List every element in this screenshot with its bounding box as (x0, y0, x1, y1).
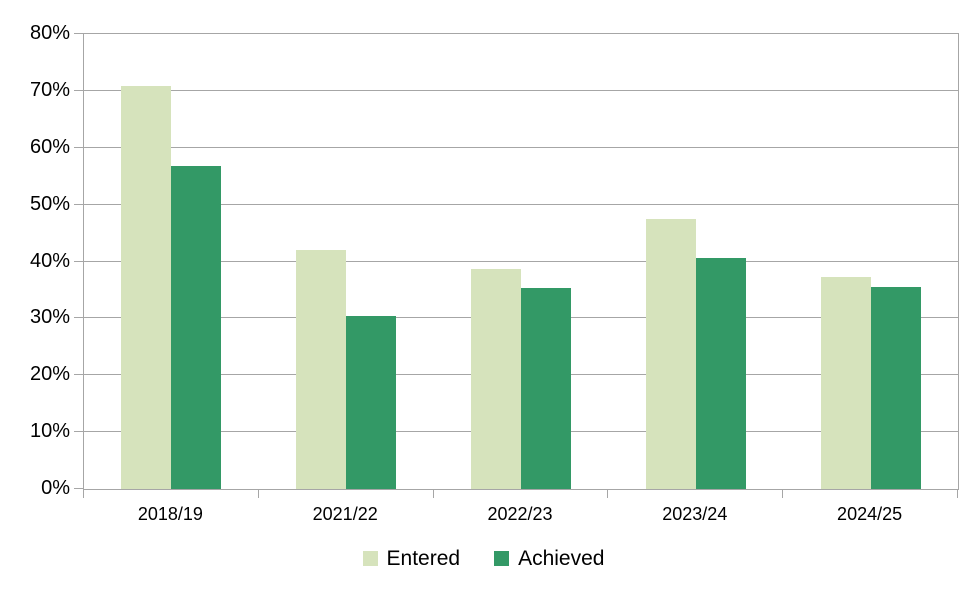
x-tick-label-2023/24: 2023/24 (662, 504, 728, 524)
x-tick-mark (257, 489, 259, 498)
legend: Entered Achieved (0, 548, 967, 569)
x-tick-mark (782, 489, 784, 498)
bar-achieved-2023/24 (695, 258, 746, 489)
y-tick-label-50%: 50% (29, 192, 70, 215)
x-tick-label-2018/19: 2018/19 (137, 504, 203, 524)
gridline-60 (84, 146, 958, 148)
bar-entered-2018/19 (121, 86, 172, 489)
bar-achieved-2021/22 (346, 315, 397, 489)
legend-swatch-achieved (494, 551, 510, 566)
legend-label-entered: Entered (386, 547, 461, 570)
bar-entered-2022/23 (470, 269, 521, 489)
y-tick-label-0%: 0% (41, 477, 70, 499)
y-tick-mark (74, 488, 83, 489)
bar-group-2018/19 (84, 34, 259, 489)
y-tick-label-70%: 70% (29, 78, 70, 101)
y-tick-label-20%: 20% (29, 363, 70, 386)
y-tick-mark (74, 203, 83, 205)
x-tick-label-2021/22: 2021/22 (312, 504, 378, 524)
bar-group-2022/23 (434, 34, 609, 489)
x-tick-mark (607, 489, 609, 498)
bar-entered-2024/25 (820, 277, 871, 489)
gridline-40 (84, 260, 958, 262)
bar-group-2021/22 (259, 34, 434, 489)
y-tick-label-60%: 60% (29, 135, 70, 158)
bar-achieved-2018/19 (171, 165, 222, 489)
bar-group-2023/24 (608, 34, 783, 489)
plot-area (83, 33, 959, 490)
gridline-70 (84, 89, 958, 91)
x-tick-label-2022/23: 2022/23 (487, 504, 553, 524)
legend-item-achieved: Achieved (494, 548, 604, 569)
y-tick-mark (74, 374, 83, 376)
y-tick-label-10%: 10% (29, 420, 70, 443)
bar-entered-2023/24 (645, 219, 696, 489)
y-tick-label-80%: 80% (29, 22, 70, 44)
y-tick-label-40%: 40% (29, 249, 70, 272)
bar-achieved-2024/25 (870, 286, 921, 489)
legend-item-entered: Entered (362, 547, 461, 570)
y-tick-mark (74, 317, 83, 319)
x-tick-mark (957, 489, 958, 498)
y-tick-mark (74, 146, 83, 148)
legend-swatch-entered (362, 551, 378, 566)
bar-group-2024/25 (783, 34, 958, 489)
y-tick-mark (74, 260, 83, 262)
x-tick-mark (83, 489, 84, 498)
bar-achieved-2022/23 (520, 288, 571, 489)
legend-label-achieved: Achieved (518, 547, 605, 570)
y-tick-mark (74, 89, 83, 91)
bar-entered-2021/22 (296, 249, 347, 489)
x-tick-mark (432, 489, 434, 498)
y-tick-label-30%: 30% (29, 306, 70, 329)
x-tick-label-2024/25: 2024/25 (837, 504, 903, 524)
y-tick-mark (74, 33, 83, 34)
y-tick-mark (74, 431, 83, 433)
gridline-50 (84, 203, 958, 205)
